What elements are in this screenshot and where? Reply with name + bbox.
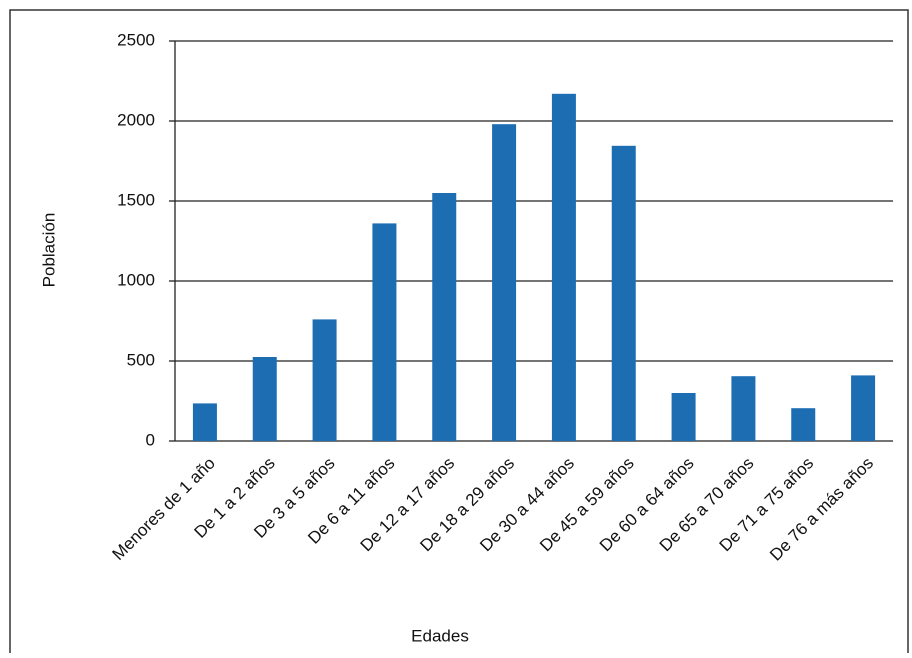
x-axis-title: Edades (411, 626, 469, 645)
bar (192, 403, 217, 441)
bar (372, 223, 397, 441)
y-tick-label: 1500 (117, 190, 155, 209)
bar (611, 145, 636, 442)
y-tick-label: 1000 (117, 270, 155, 289)
y-axis-title: Población (39, 213, 58, 288)
bar (551, 93, 576, 442)
x-tick-label: Menores de 1 año (109, 454, 219, 564)
bar (492, 124, 517, 441)
bar (252, 357, 277, 441)
bar (432, 193, 457, 441)
y-tick-label: 0 (146, 430, 155, 449)
y-tick-label: 500 (127, 350, 155, 369)
bar (791, 408, 816, 441)
chart-frame (9, 9, 909, 658)
y-tick-label: 2500 (117, 30, 155, 49)
bar (312, 319, 337, 441)
bar (671, 393, 696, 441)
y-tick-label: 2000 (117, 110, 155, 129)
bar (851, 375, 876, 441)
bar (731, 376, 756, 441)
x-tick-label: De 76 a más años (766, 454, 877, 565)
